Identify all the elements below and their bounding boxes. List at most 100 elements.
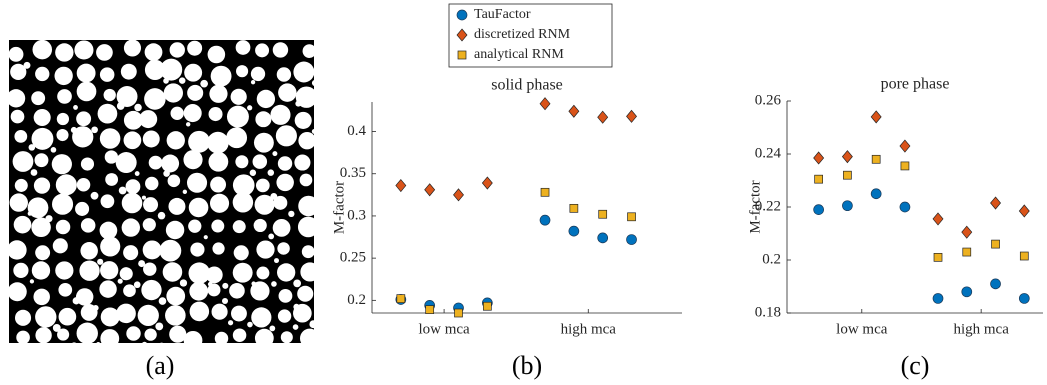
point <box>569 105 579 117</box>
point <box>934 253 942 261</box>
point <box>482 177 492 189</box>
y-tick-label: 0.2 <box>347 292 366 308</box>
particle <box>272 151 277 156</box>
particle <box>231 306 247 322</box>
particle <box>35 153 49 167</box>
particle <box>121 64 137 80</box>
particle <box>257 90 275 108</box>
point <box>933 293 943 303</box>
legend-label: analytical RNM <box>474 47 564 62</box>
particle <box>268 234 274 240</box>
point <box>933 213 943 225</box>
particle <box>7 89 25 107</box>
point <box>872 155 880 163</box>
particle <box>276 174 293 191</box>
point <box>570 204 578 212</box>
particle <box>183 190 187 194</box>
x-tick-label: high mca <box>953 321 1009 337</box>
particle <box>251 307 271 327</box>
particle <box>268 169 274 175</box>
point <box>598 233 608 243</box>
particle <box>31 91 45 105</box>
particle <box>99 280 116 297</box>
particle <box>30 279 34 283</box>
particle <box>163 262 183 282</box>
particle <box>314 188 319 193</box>
particle <box>142 342 147 347</box>
particle <box>256 179 270 193</box>
particle <box>233 220 246 233</box>
particle <box>32 261 50 279</box>
particle <box>134 281 141 288</box>
point <box>871 111 881 123</box>
particle <box>164 83 183 102</box>
particle <box>52 194 73 215</box>
particle <box>56 174 77 195</box>
particle <box>269 326 275 332</box>
particle <box>278 83 296 101</box>
particle <box>180 279 187 286</box>
particle <box>124 131 142 149</box>
particle <box>55 43 73 61</box>
point <box>900 202 910 212</box>
particle <box>15 179 28 192</box>
particle <box>54 67 72 85</box>
particle <box>74 40 93 59</box>
particle <box>159 343 165 349</box>
particle <box>222 298 228 304</box>
particle <box>209 85 227 103</box>
particle <box>255 111 271 127</box>
particle <box>298 132 315 149</box>
particle <box>186 122 190 126</box>
particle <box>33 40 53 60</box>
particle <box>277 67 291 81</box>
particle <box>35 67 49 81</box>
particle <box>273 219 291 237</box>
particle <box>293 304 312 323</box>
particle <box>161 155 179 173</box>
particle <box>126 179 141 194</box>
particle <box>167 131 185 149</box>
particle <box>209 107 223 121</box>
particle <box>204 235 208 239</box>
particle <box>179 77 186 84</box>
particle <box>188 220 201 233</box>
particle <box>303 44 317 58</box>
particle <box>309 320 317 328</box>
particle <box>116 152 137 173</box>
point <box>814 152 824 164</box>
particle <box>226 127 247 148</box>
particle <box>293 280 301 288</box>
particle <box>100 329 119 348</box>
particle <box>190 302 210 322</box>
particle <box>158 212 166 220</box>
particle <box>300 174 313 187</box>
particle <box>138 305 159 326</box>
particle <box>295 112 312 129</box>
particle <box>317 279 325 287</box>
particle <box>31 218 51 238</box>
point <box>901 162 909 170</box>
particle <box>116 304 136 324</box>
point <box>842 201 852 211</box>
particle <box>200 80 208 88</box>
particle <box>143 131 160 148</box>
particle <box>35 306 56 327</box>
particle <box>190 242 204 256</box>
particle <box>229 283 245 299</box>
legend-marker <box>458 51 466 59</box>
y-tick-label: 0.18 <box>755 304 781 320</box>
particle <box>281 331 293 343</box>
particle <box>144 88 166 110</box>
particle <box>255 43 269 57</box>
particle <box>135 171 140 176</box>
particle <box>77 64 96 83</box>
particle <box>251 67 265 81</box>
particle <box>254 133 274 153</box>
point <box>991 197 1001 209</box>
particle <box>160 59 182 81</box>
particle <box>14 216 32 234</box>
particle <box>100 128 121 149</box>
particle <box>122 193 143 214</box>
particle <box>207 132 229 154</box>
